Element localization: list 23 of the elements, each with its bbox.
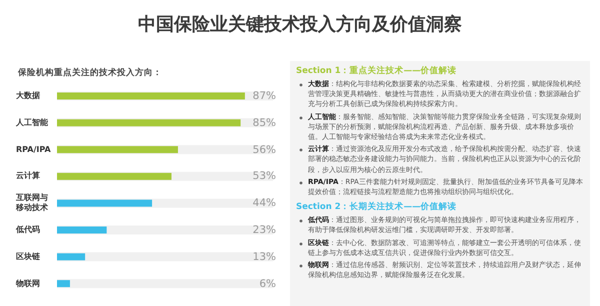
- bar: [57, 280, 70, 288]
- y-tick-label: 云计算: [16, 171, 41, 182]
- chart-subtitle: 保险机构重点关注的技术投入方向：: [18, 67, 162, 79]
- y-tick-label: 区块链: [16, 252, 41, 262]
- chart-title: 中国保险业关键技术投入方向及价值洞察: [137, 13, 463, 36]
- data-label: 85%: [252, 116, 276, 129]
- y-tick-label: 物联网: [16, 278, 41, 289]
- bar: [57, 253, 86, 260]
- data-label: 53%: [252, 170, 276, 182]
- data-label: 56%: [252, 144, 276, 156]
- data-label: 13%: [252, 250, 276, 263]
- y-tick-label: 大数据: [16, 91, 41, 101]
- y-tick-label: 互联网与移动技术: [16, 193, 49, 214]
- y-tick-label: RPA/IPA: [16, 144, 52, 155]
- data-label: 87%: [252, 90, 276, 102]
- y-tick-label: 人工智能: [16, 118, 49, 128]
- y-tick-label: 低代码: [16, 225, 41, 235]
- text: Section 2：长期关注技术——价值解读: [296, 201, 458, 214]
- text: Section 1：重点关注技术——价值解读: [296, 65, 458, 77]
- bar: [57, 226, 107, 234]
- data-label: 23%: [252, 224, 276, 236]
- data-label: 44%: [252, 197, 276, 210]
- data-label: 6%: [258, 278, 276, 290]
